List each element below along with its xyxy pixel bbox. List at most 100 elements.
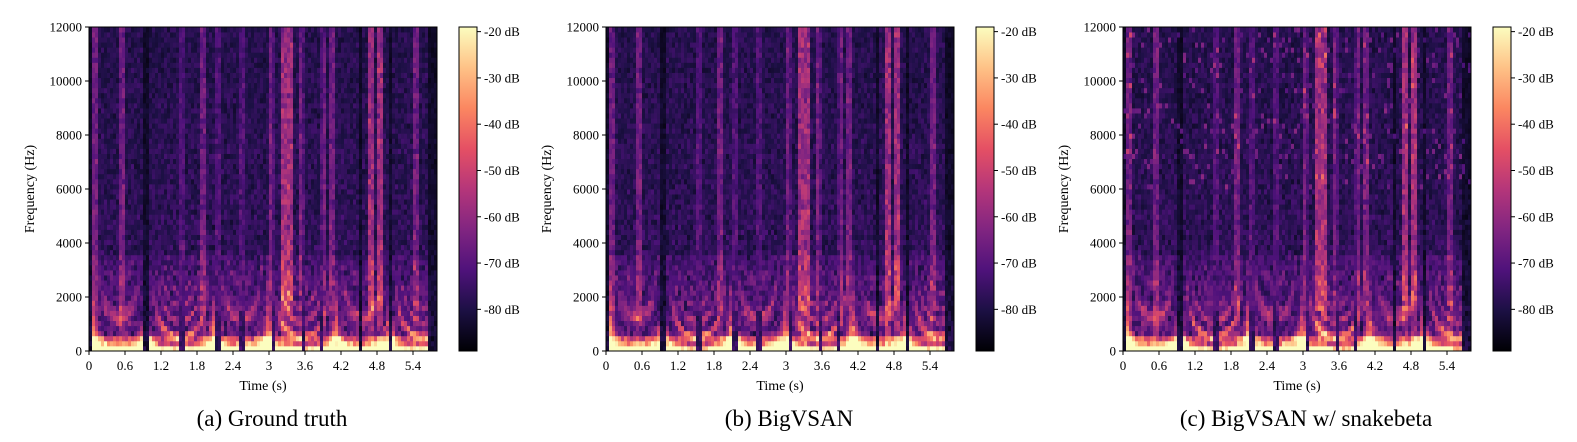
heatmap-cell [221, 27, 225, 33]
heatmap-cell [212, 67, 216, 73]
heatmap-cell [137, 143, 141, 149]
heatmap-cell [236, 199, 240, 205]
heatmap-cell [254, 239, 258, 246]
heatmap-cell [299, 148, 303, 154]
heatmap-cell [164, 234, 168, 241]
heatmap-cell [152, 153, 156, 160]
heatmap-cell [149, 305, 153, 311]
heatmap-cell [92, 163, 96, 170]
heatmap-cell [221, 148, 225, 154]
heatmap-cell [200, 92, 204, 99]
heatmap-cell [128, 52, 132, 58]
heatmap-cell [287, 214, 291, 220]
heatmap-cell [101, 244, 105, 251]
heatmap-cell [149, 47, 153, 53]
heatmap-cell [299, 295, 303, 301]
heatmap-cell [296, 72, 300, 79]
heatmap-cell [191, 189, 195, 195]
heatmap-cell [191, 47, 195, 53]
heatmap-cell [182, 153, 186, 160]
heatmap-cell [98, 128, 102, 134]
heatmap-cell [101, 113, 105, 119]
heatmap-cell [272, 330, 276, 337]
heatmap-cell [161, 315, 165, 322]
heatmap-cell [227, 345, 231, 352]
heatmap-cell [317, 199, 321, 205]
heatmap-cell [134, 153, 138, 160]
heatmap-cell [263, 143, 267, 149]
heatmap-cell [104, 183, 108, 190]
heatmap-cell [320, 194, 324, 200]
heatmap-cell [158, 290, 162, 296]
heatmap-cell [218, 194, 222, 200]
heatmap-cell [233, 72, 237, 79]
heatmap-cell [236, 97, 240, 104]
heatmap-cell [101, 92, 105, 99]
heatmap-cell [179, 204, 183, 210]
heatmap-cell [299, 209, 303, 215]
heatmap-cell [287, 259, 291, 266]
heatmap-cell [104, 72, 108, 79]
heatmap-cell [293, 264, 297, 271]
heatmap-cell [251, 183, 255, 190]
heatmap-cell [158, 168, 162, 175]
heatmap-cell [179, 97, 183, 104]
heatmap-cell [122, 280, 126, 286]
heatmap-cell [122, 285, 126, 291]
heatmap-cell [272, 153, 276, 160]
heatmap-cell [263, 204, 267, 210]
heatmap-cell [203, 168, 207, 175]
heatmap-cell [95, 295, 99, 301]
heatmap-cell [251, 102, 255, 109]
heatmap-cell [125, 148, 129, 154]
heatmap-cell [173, 37, 177, 43]
heatmap-cell [257, 330, 261, 337]
heatmap-cell [110, 37, 114, 43]
heatmap-cell [233, 325, 237, 332]
heatmap-cell [236, 42, 240, 48]
heatmap-cell [278, 264, 282, 271]
heatmap-cell [269, 275, 273, 281]
heatmap-cell [143, 234, 147, 241]
heatmap-cell [218, 62, 222, 68]
heatmap-cell [131, 27, 135, 33]
heatmap-cell [269, 209, 273, 215]
heatmap-cell [260, 128, 264, 134]
heatmap-cell [272, 32, 276, 38]
heatmap-cell [98, 345, 102, 352]
heatmap-cell [182, 325, 186, 332]
heatmap-cell [218, 118, 222, 124]
heatmap-cell [287, 264, 291, 271]
heatmap-cell [104, 249, 108, 256]
heatmap-cell [245, 305, 249, 311]
heatmap-cell [176, 280, 180, 286]
heatmap-cell [317, 133, 321, 139]
heatmap-cell [161, 27, 165, 33]
heatmap-cell [311, 280, 315, 286]
heatmap-cell [266, 173, 270, 180]
heatmap-cell [305, 32, 309, 38]
heatmap-cell [197, 37, 201, 43]
heatmap-cell [137, 183, 141, 190]
heatmap-cell [251, 345, 255, 352]
heatmap-cell [242, 280, 246, 286]
heatmap-cell [212, 345, 216, 352]
heatmap-cell [287, 239, 291, 246]
heatmap-cell [221, 320, 225, 327]
heatmap-cell [170, 183, 174, 190]
heatmap-cell [161, 204, 165, 210]
heatmap-cell [194, 72, 198, 79]
heatmap-cell [290, 270, 294, 276]
heatmap-cell [89, 219, 93, 225]
heatmap-cell [149, 204, 153, 210]
heatmap-cell [230, 310, 234, 316]
heatmap-cell [266, 280, 270, 286]
heatmap-cell [275, 214, 279, 220]
heatmap-cell [116, 173, 120, 180]
heatmap-cell [317, 254, 321, 261]
heatmap-cell [260, 77, 264, 84]
heatmap-cell [239, 300, 243, 306]
heatmap-cell [167, 27, 171, 33]
heatmap-cell [215, 77, 219, 84]
heatmap-cell [290, 194, 294, 200]
